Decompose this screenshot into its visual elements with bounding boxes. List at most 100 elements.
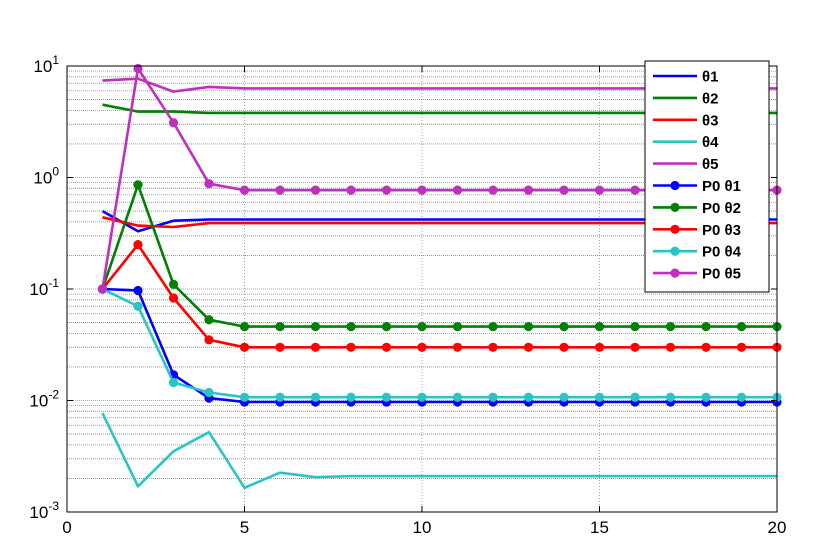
legend-marker xyxy=(670,268,680,278)
data-point xyxy=(736,392,747,402)
data-point xyxy=(630,392,640,402)
data-point xyxy=(168,118,179,128)
x-tick-label: 0 xyxy=(62,518,71,537)
legend-marker xyxy=(670,180,680,191)
data-point xyxy=(204,315,214,325)
data-point xyxy=(204,179,214,189)
data-point xyxy=(417,342,427,352)
y-tick-label: 101 xyxy=(33,53,59,76)
data-point xyxy=(488,322,498,332)
data-point xyxy=(523,392,534,402)
data-point xyxy=(275,392,285,402)
data-point xyxy=(452,342,463,352)
legend-entry: P0 θ2 xyxy=(653,200,741,217)
legend-entry: P0 θ4 xyxy=(653,244,742,261)
data-point xyxy=(204,335,214,345)
data-point xyxy=(417,392,427,402)
data-point xyxy=(701,342,711,352)
data-point xyxy=(239,322,250,332)
data-point xyxy=(559,342,569,352)
y-tick-base: 10 xyxy=(33,57,52,76)
legend-entry: θ5 xyxy=(653,156,718,173)
y-tick-label: 10-3 xyxy=(29,499,59,522)
data-point xyxy=(310,392,321,402)
data-point xyxy=(523,342,534,352)
legend-label: θ1 xyxy=(702,69,718,86)
data-point xyxy=(168,293,179,303)
data-point xyxy=(381,185,392,195)
data-point xyxy=(701,392,711,402)
legend-entry: θ4 xyxy=(653,134,719,151)
series-line xyxy=(101,412,777,490)
y-tick-exponent: 1 xyxy=(52,53,59,67)
legend-box xyxy=(644,60,770,293)
data-point xyxy=(346,392,356,402)
x-tick-label: 10 xyxy=(413,518,432,537)
y-tick-label: 10-2 xyxy=(29,388,59,411)
legend-label: θ3 xyxy=(702,112,718,129)
data-point xyxy=(275,185,285,195)
data-point xyxy=(346,342,356,352)
data-point xyxy=(275,322,285,332)
legend-label: θ2 xyxy=(702,90,718,107)
data-point xyxy=(594,392,605,402)
y-tick-exponent: -3 xyxy=(48,499,59,513)
legend-label: P0 θ2 xyxy=(702,200,741,217)
series-line xyxy=(101,183,777,328)
series-line xyxy=(102,287,777,404)
data-point xyxy=(665,392,676,402)
data-point xyxy=(736,322,747,332)
legend-entry: P0 θ3 xyxy=(653,222,741,239)
data-point xyxy=(452,185,463,195)
y-tick-label: 100 xyxy=(33,165,59,188)
legend: θ1 θ2 θ3 θ4 θ5 P0 θ1 P0 θ2 P0 θ3 P0 θ4 P0 θ5 xyxy=(644,60,770,293)
data-point xyxy=(452,392,463,402)
data-point xyxy=(488,342,498,352)
data-point xyxy=(630,322,640,332)
data-point xyxy=(381,392,392,402)
data-point xyxy=(594,322,605,332)
data-point xyxy=(97,284,108,294)
legend-entry: θ3 xyxy=(653,112,718,129)
data-point xyxy=(559,392,569,402)
y-tick-exponent: -2 xyxy=(48,388,59,402)
data-point xyxy=(275,342,285,352)
data-point xyxy=(133,180,143,190)
data-point xyxy=(630,342,640,352)
data-point xyxy=(310,322,321,332)
legend-marker xyxy=(670,224,680,234)
data-point xyxy=(417,322,427,332)
data-point xyxy=(630,185,640,195)
data-point xyxy=(523,185,534,195)
data-point xyxy=(346,185,356,195)
legend-label: θ5 xyxy=(702,156,718,173)
data-point xyxy=(488,185,498,195)
legend-entry: θ1 xyxy=(653,69,718,86)
data-point xyxy=(204,387,214,398)
x-tick-label: 5 xyxy=(240,518,249,537)
y-tick-exponent: 0 xyxy=(52,165,59,179)
legend-label: θ4 xyxy=(702,134,719,151)
y-tick-exponent: -1 xyxy=(48,276,59,290)
data-point xyxy=(594,185,605,195)
data-point xyxy=(133,63,143,74)
legend-marker xyxy=(670,246,680,256)
data-point xyxy=(239,185,250,195)
data-point xyxy=(559,185,569,195)
data-point xyxy=(239,342,250,352)
y-tick-label: 10-1 xyxy=(29,276,59,299)
series-line xyxy=(101,243,777,349)
series-7 xyxy=(97,180,782,332)
data-point xyxy=(488,392,498,402)
series-line xyxy=(101,287,777,399)
data-point xyxy=(381,342,392,352)
x-tick-label: 20 xyxy=(768,518,787,537)
y-tick-base: 10 xyxy=(29,280,48,299)
series-9 xyxy=(97,284,782,402)
series-group xyxy=(97,63,782,490)
data-point xyxy=(133,301,143,311)
data-point xyxy=(381,322,392,332)
y-tick-base: 10 xyxy=(33,169,52,188)
data-point xyxy=(310,342,321,352)
